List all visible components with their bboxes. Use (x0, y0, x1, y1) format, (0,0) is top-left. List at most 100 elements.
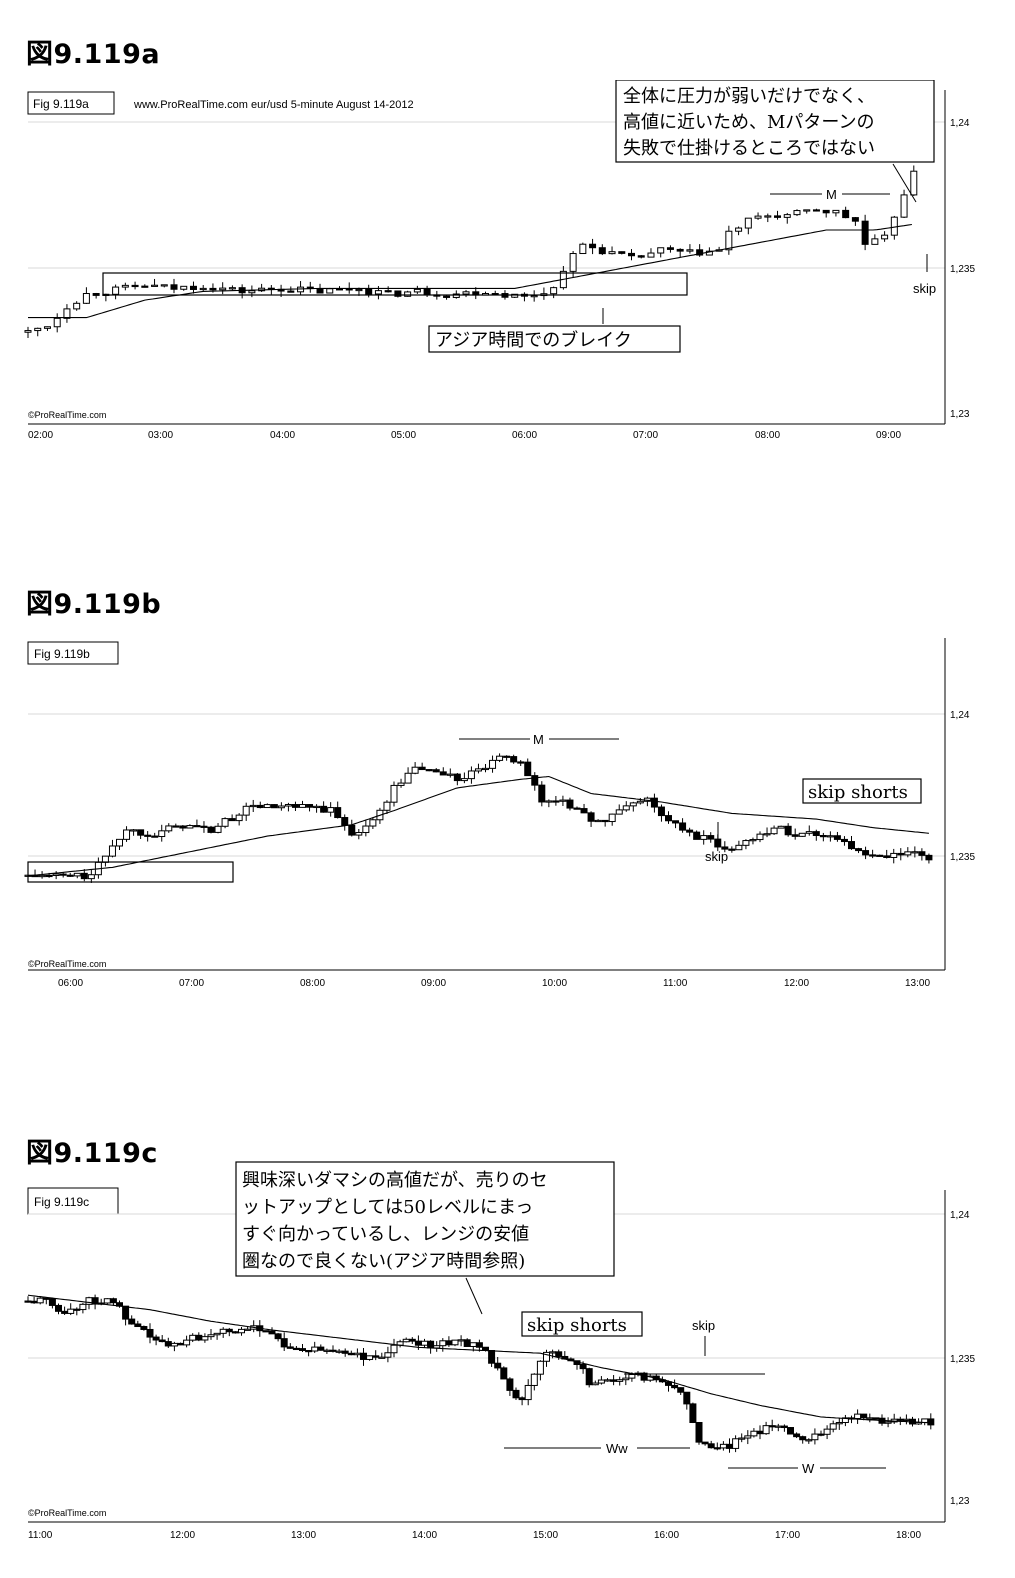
candle-body (474, 768, 482, 772)
candle-body (589, 243, 597, 249)
candle-body (335, 1350, 343, 1353)
candle-body (383, 801, 391, 811)
candle-body (462, 291, 470, 295)
candle-body (693, 831, 701, 840)
candle-body (362, 825, 370, 834)
skip-shorts-box-b (802, 778, 922, 804)
candle-body (347, 1352, 355, 1356)
candle-body (823, 1428, 831, 1435)
callout-arrow-c (465, 1277, 483, 1315)
candle-body (840, 838, 848, 843)
candle-body (219, 287, 227, 291)
candle-body (719, 1443, 727, 1449)
candle-body (805, 831, 813, 834)
candle-body (550, 287, 558, 295)
candle-body (774, 215, 782, 218)
xtick-c-3: 14:00 (412, 1530, 437, 1541)
candle-body (144, 834, 152, 837)
candle-body (506, 1378, 514, 1391)
candle-body (848, 841, 855, 850)
candle-body (43, 326, 51, 329)
candle-body (38, 874, 46, 878)
candle-body (365, 288, 373, 295)
candle-body (366, 1355, 374, 1360)
candle-body (665, 1381, 672, 1386)
candle-body (238, 1328, 245, 1334)
moving-average-line (27, 775, 929, 877)
candle-body (219, 1328, 227, 1334)
candle-body (629, 802, 637, 807)
fig-box-b (27, 641, 119, 665)
candle-body (82, 293, 90, 304)
candle-body (628, 1374, 636, 1379)
candle-body (394, 290, 402, 297)
candle-body (700, 835, 708, 840)
candle-body (854, 1413, 862, 1420)
candle-body (177, 1342, 184, 1346)
figure-b-heading: 図9.119b (26, 589, 162, 620)
candle-body (784, 825, 792, 836)
candle-body (262, 1330, 270, 1333)
candle-body (152, 1336, 160, 1341)
candle-body (130, 829, 138, 832)
xtick-b-3: 09:00 (421, 978, 446, 989)
candle-body (123, 829, 131, 840)
candle-body (128, 1318, 136, 1325)
candle-body (59, 873, 67, 876)
candle-body (213, 1332, 221, 1336)
candle-body (186, 825, 194, 829)
candle-body (390, 1344, 398, 1354)
candle-body (411, 766, 419, 774)
xtick-b-4: 10:00 (542, 978, 567, 989)
candle-body (165, 825, 173, 832)
candle-body (207, 1334, 215, 1338)
candle-body (397, 782, 405, 786)
x-ticks-a: 02:00 03:00 04:00 05:00 06:00 07:00 08:0… (28, 430, 901, 441)
candle-body (666, 247, 674, 250)
candle-body (323, 1349, 331, 1352)
candle-body (427, 1340, 435, 1349)
xtick-b-7: 13:00 (905, 978, 930, 989)
xtick-a-3: 05:00 (391, 430, 416, 441)
xtick-c-2: 13:00 (291, 1530, 316, 1541)
candle-body (249, 804, 257, 808)
candle-body (580, 808, 588, 814)
candle-body (404, 772, 412, 784)
candle-body (750, 1430, 758, 1437)
candle-body (414, 1340, 422, 1346)
candle-body (432, 769, 440, 773)
candle-body (214, 825, 222, 833)
candle-body (207, 826, 215, 833)
candle-body (280, 1338, 288, 1348)
candle-body (42, 1297, 50, 1300)
candle-body (549, 1351, 557, 1354)
callout-a-line-1: 高値に近いため、Mパターンの (623, 112, 875, 133)
candle-body (151, 835, 159, 838)
candle-body (884, 1421, 892, 1424)
xtick-a-4: 06:00 (512, 430, 537, 441)
candle-body (151, 284, 159, 287)
candle-body (500, 1367, 508, 1380)
asian-range-box-b (27, 861, 234, 883)
xtick-c-0: 11:00 (28, 1530, 53, 1541)
candle-body (869, 854, 877, 857)
xtick-c-7: 18:00 (896, 1530, 921, 1541)
candle-body (378, 1356, 386, 1359)
candle-body (566, 799, 574, 809)
candle-body (925, 854, 933, 861)
candle-body (369, 819, 377, 827)
candle-body (242, 805, 250, 816)
candle-body (482, 767, 489, 771)
candle-body (200, 825, 208, 828)
x-ticks-b: 06:00 07:00 08:00 09:00 10:00 11:00 12:0… (58, 978, 930, 989)
candle-body (158, 830, 166, 838)
candle-body (425, 769, 433, 772)
candle-body (494, 1362, 502, 1369)
candle-body (591, 1382, 599, 1386)
candle-body (622, 1377, 630, 1381)
candle-body (650, 797, 658, 808)
candle-body (116, 838, 123, 847)
callout-a-line-0: 全体に圧力が弱いだけでなく、 (623, 86, 875, 107)
candle-body (510, 756, 518, 763)
candle-body (601, 819, 609, 823)
